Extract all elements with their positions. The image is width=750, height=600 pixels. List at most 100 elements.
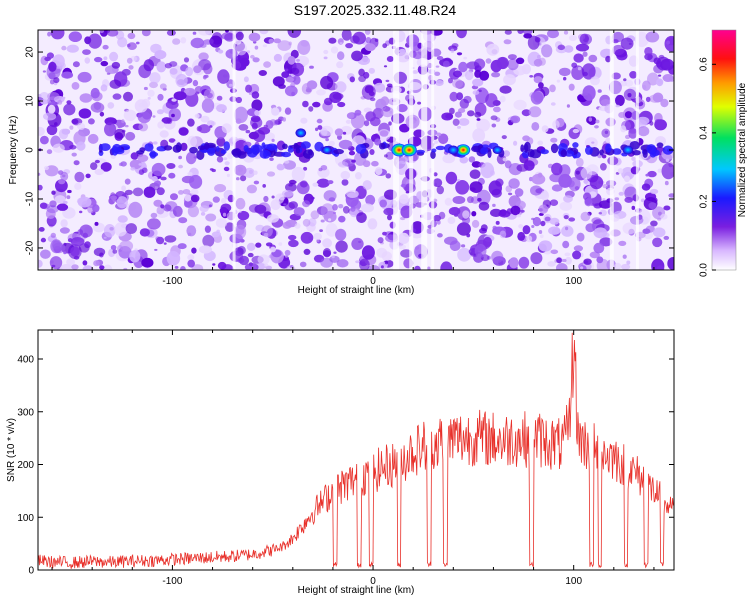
noise-blob [373,82,386,93]
noise-blob [313,232,322,241]
noise-blob [637,126,650,137]
noise-blob [588,54,598,63]
noise-blob [198,30,211,36]
noise-blob [253,180,260,185]
noise-blob [550,102,556,106]
band-blob [560,149,567,158]
noise-blob [216,156,224,163]
noise-blob [284,249,291,256]
noise-blob [387,214,392,221]
noise-blob [486,43,500,56]
noise-blob [491,250,504,264]
noise-blob [501,135,507,140]
noise-blob [180,142,188,152]
noise-blob [49,200,57,208]
noise-blob [517,231,526,241]
noise-blob [90,87,100,99]
noise-blob [251,91,260,99]
noise-blob [417,101,422,105]
noise-blob [582,85,596,101]
noise-blob [335,240,348,253]
noise-blob [103,56,108,61]
noise-blob [435,65,440,68]
noise-blob [99,265,105,270]
band-blob [112,143,122,154]
noise-blob [49,102,53,106]
band-blob [612,148,622,155]
band-blob [215,145,220,152]
noise-blob [172,38,181,45]
noise-blob [62,200,68,205]
noise-blob [380,96,390,106]
noise-blob [221,197,227,204]
noise-blob [117,215,128,223]
noise-blob [235,42,247,56]
noise-blob [577,66,582,71]
noise-blob [114,222,128,237]
noise-blob [223,157,228,161]
noise-blob [38,227,45,232]
noise-blob [563,76,567,81]
noise-blob [513,140,518,146]
noise-blob [77,196,92,208]
noise-blob [302,100,309,108]
noise-blob [579,33,589,45]
colorbar: 0.0 0.2 0.4 0.6 Normalized spectral amplitu… [699,29,748,277]
noise-blob [107,102,115,109]
noise-blob [250,117,263,129]
noise-blob [137,111,151,124]
noise-blob [294,223,301,229]
noise-blob [166,250,181,266]
noise-blob [369,149,375,155]
noise-blob [128,201,143,218]
noise-blob [178,155,183,160]
noise-blob [328,37,337,44]
noise-blob [175,73,188,88]
noise-blob [154,180,161,187]
noise-blob [323,97,333,106]
noise-blob [178,164,184,169]
noise-blob [216,95,223,101]
band-blob [232,148,242,158]
noise-blob [658,74,662,77]
noise-blob [518,256,530,269]
noise-blob [645,31,660,43]
band-blob [662,145,674,155]
heatmap-peak [456,144,471,156]
noise-blob [216,104,227,113]
heatmap-peak [447,145,459,155]
noise-blob [650,188,659,195]
noise-blob [46,149,53,155]
noise-blob [618,240,627,246]
noise-blob [442,154,456,164]
noise-blob [130,152,139,160]
noise-blob [156,236,165,245]
band-blob [295,147,301,154]
noise-blob [308,217,317,227]
noise-blob [268,38,274,44]
noise-blob [130,167,136,171]
noise-blob [580,167,593,180]
noise-blob [438,211,446,220]
noise-blob [112,93,122,100]
noise-blob [94,159,100,164]
noise-blob [382,231,387,236]
noise-blob [517,30,524,34]
noise-blob [436,220,441,225]
noise-blob [593,242,605,254]
band-blob [435,145,446,151]
noise-blob [549,173,563,183]
noise-blob [399,194,409,205]
noise-blob [52,242,66,254]
noise-blob [252,129,266,143]
noise-blob [171,98,177,102]
noise-blob [141,257,154,268]
noise-blob [227,152,234,159]
noise-blob [594,125,599,129]
noise-blob [381,106,394,118]
noise-blob [258,70,267,76]
noise-blob [236,177,240,181]
noise-blob [60,219,68,228]
band-blob [480,147,489,155]
